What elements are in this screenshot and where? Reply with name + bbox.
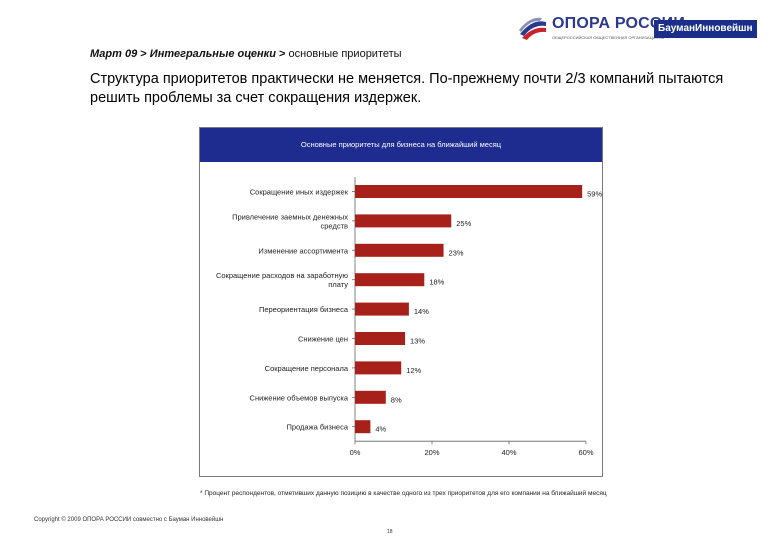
bar-9 bbox=[355, 420, 371, 434]
bar-5 bbox=[355, 302, 409, 316]
bar-2 bbox=[355, 214, 452, 228]
bar-chart: Сокращение иных издержек 59%* Привлечение … bbox=[216, 177, 602, 457]
breadcrumb-part-1: Март 09 bbox=[90, 48, 138, 60]
breadcrumb-separator-1: > bbox=[140, 48, 147, 60]
value-label-9: 4% bbox=[375, 425, 386, 434]
value-label-2: 25% bbox=[456, 219, 471, 228]
value-label-4: 18% bbox=[429, 278, 444, 287]
x-tick-label-4: 60% bbox=[578, 448, 593, 457]
x-tick-label-1: 0% bbox=[350, 448, 361, 457]
value-label-1: 59%* bbox=[587, 190, 602, 199]
category-label-8: Снижение объемов выпуска bbox=[250, 393, 349, 402]
partner-badge: БауманИнновейшн bbox=[654, 20, 757, 38]
category-label-1: Сокращение иных издержек bbox=[250, 188, 349, 197]
bar-8 bbox=[355, 390, 386, 404]
breadcrumb-part-2: Интегральные оценки bbox=[149, 48, 276, 60]
x-tick-label-3: 40% bbox=[501, 448, 516, 457]
bar-4 bbox=[355, 273, 425, 287]
header-logo-area: ОПОРА РОССИИ ОБЩЕРОССИЙСКАЯ ОБЩЕСТВЕННАЯ… bbox=[518, 14, 757, 48]
x-tick-label-2: 20% bbox=[424, 448, 439, 457]
logo-text: ОПОРА РОССИИ bbox=[552, 15, 686, 32]
category-label-5: Переориентация бизнеса bbox=[259, 305, 349, 314]
category-label-6: Снижение цен bbox=[298, 335, 348, 344]
bar-6 bbox=[355, 332, 406, 345]
breadcrumb-part-3: основные приоритеты bbox=[288, 48, 402, 60]
bar-1 bbox=[355, 185, 583, 198]
copyright: Copyright © 2009 ОПОРА РОССИИ совместно … bbox=[34, 517, 224, 523]
chart-title: Основные приоритеты для бизнеса на ближа… bbox=[200, 128, 602, 162]
value-label-7: 12% bbox=[406, 366, 421, 375]
breadcrumb: Март 09 > Интегральные оценки > основные… bbox=[90, 48, 402, 60]
page-headline: Структура приоритетов практически не мен… bbox=[90, 71, 724, 106]
category-label-2-line-2: средств bbox=[321, 221, 348, 230]
value-label-3: 23% bbox=[449, 248, 464, 257]
breadcrumb-separator-2: > bbox=[279, 48, 286, 60]
chart-container: Основные приоритеты для бизнеса на ближа… bbox=[199, 127, 603, 477]
value-label-8: 8% bbox=[391, 395, 402, 404]
page-number: 18 bbox=[387, 529, 393, 535]
value-label-6: 13% bbox=[410, 337, 425, 346]
category-label-2-line-1: Привлечение заемных денежных bbox=[232, 212, 348, 221]
category-label-7: Сокращение персонала bbox=[265, 364, 349, 373]
bar-3 bbox=[355, 243, 444, 257]
logo-subtitle: ОБЩЕРОССИЙСКАЯ ОБЩЕСТВЕННАЯ ОРГАНИЗАЦИЯ … bbox=[552, 35, 664, 40]
category-label-9: Продажа бизнеса bbox=[286, 423, 348, 432]
value-label-5: 14% bbox=[414, 307, 429, 316]
category-label-4-line-1: Сокращение расходов на заработную bbox=[216, 271, 348, 280]
footnote: * Процент респондентов, отметивших данну… bbox=[200, 490, 607, 497]
category-label-4-line-2: плату bbox=[328, 280, 348, 289]
opora-logo-icon bbox=[519, 17, 546, 40]
category-label-3: Изменение ассортимента bbox=[258, 246, 348, 255]
bar-7 bbox=[355, 361, 402, 375]
